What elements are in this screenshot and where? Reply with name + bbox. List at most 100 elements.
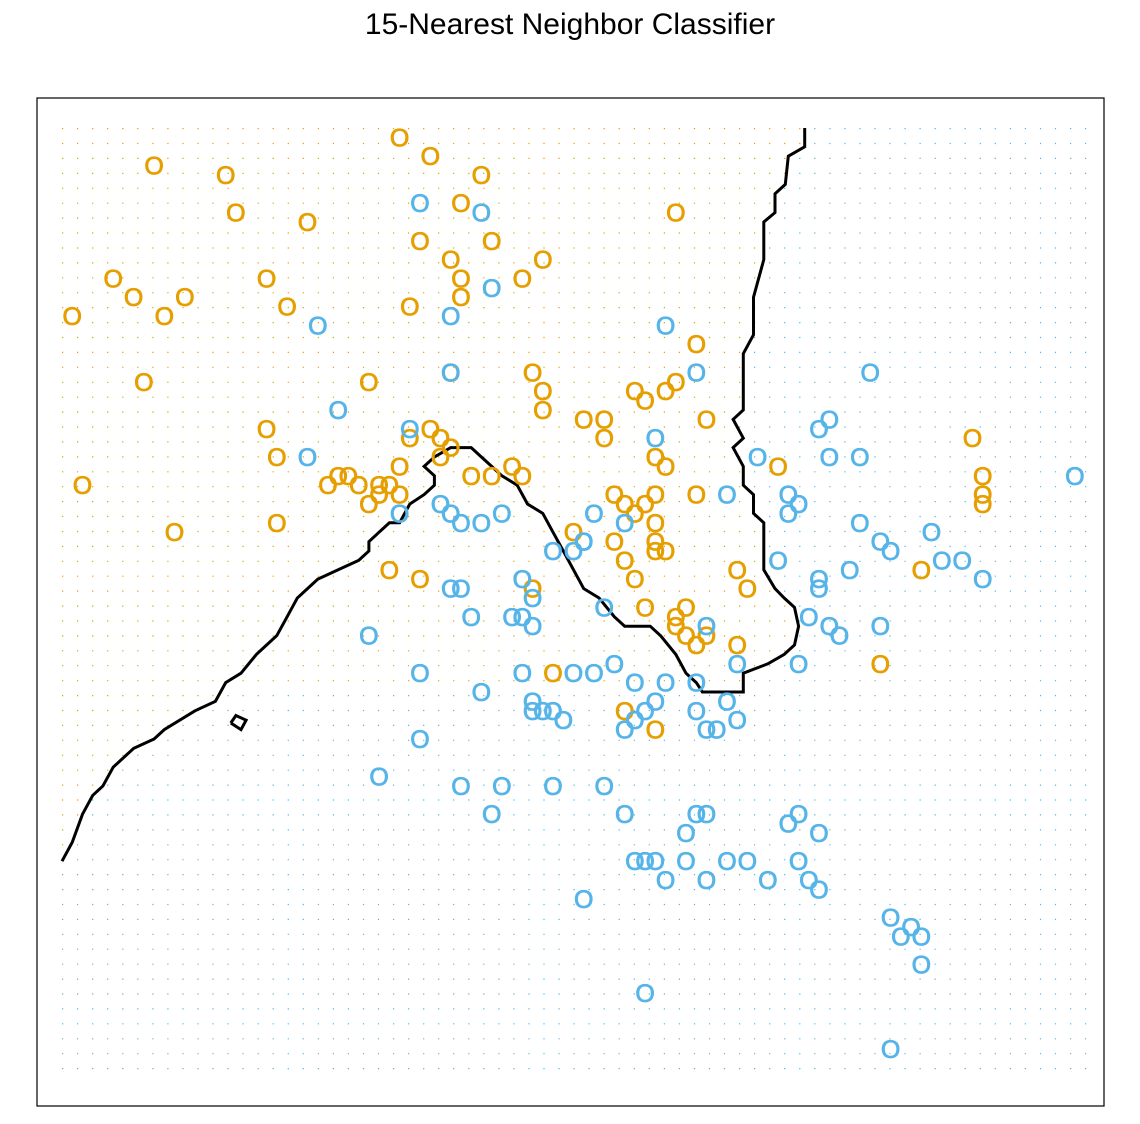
orange-point: O (594, 406, 613, 434)
orange-point: O (615, 491, 634, 519)
blue-point: O (809, 416, 828, 444)
blue-point: O (308, 312, 327, 340)
orange-point: O (533, 397, 552, 425)
blue-point: O (707, 717, 726, 745)
orange-point: O (687, 331, 706, 359)
blue-point: O (656, 867, 675, 895)
orange-point: O (451, 284, 470, 312)
orange-point: O (165, 519, 184, 547)
orange-point: O (339, 463, 358, 491)
orange-point: O (359, 491, 378, 519)
blue-point: O (574, 529, 593, 557)
orange-point: O (431, 444, 450, 472)
orange-point: O (625, 566, 644, 594)
orange-point: O (472, 162, 491, 190)
orange-point: O (625, 500, 644, 528)
blue-point: O (298, 444, 317, 472)
blue-point: O (625, 848, 644, 876)
orange-point: O (410, 566, 429, 594)
orange-point: O (697, 623, 716, 651)
blue-point: O (748, 444, 767, 472)
blue-point: O (635, 848, 654, 876)
background-grid (62, 128, 1087, 1070)
blue-point: O (809, 820, 828, 848)
blue-point: O (451, 576, 470, 604)
orange-point: O (451, 265, 470, 293)
blue-point: O (625, 707, 644, 735)
orange-point: O (482, 228, 501, 256)
blue-point: O (676, 820, 695, 848)
blue-point: O (646, 848, 665, 876)
blue-point: O (400, 416, 419, 444)
blue-point: O (912, 952, 931, 980)
blue-point: O (523, 688, 542, 716)
blue-point: O (871, 529, 890, 557)
blue-point: O (789, 651, 808, 679)
orange-point: O (635, 388, 654, 416)
orange-point: O (502, 453, 521, 481)
orange-point: O (441, 359, 460, 387)
orange-point: O (666, 613, 685, 641)
orange-point: O (615, 547, 634, 575)
orange-point: O (482, 463, 501, 491)
blue-point: O (554, 707, 573, 735)
blue-point: O (779, 811, 798, 839)
blue-point: O (799, 867, 818, 895)
orange-point: O (513, 265, 532, 293)
blue-point: O (543, 773, 562, 801)
orange-point: O (451, 190, 470, 218)
orange-point: O (871, 651, 890, 679)
blue-point: O (850, 510, 869, 538)
orange-point: O (513, 463, 532, 491)
blue-point: O (472, 200, 491, 228)
blue-point: O (574, 886, 593, 914)
orange-point: O (605, 529, 624, 557)
orange-point: O (635, 594, 654, 622)
blue-point: O (482, 275, 501, 303)
orange-point: O (646, 482, 665, 510)
orange-point: O (646, 510, 665, 538)
blue-point: O (973, 566, 992, 594)
blue-point: O (523, 613, 542, 641)
blue-point: O (584, 500, 603, 528)
blue-point: O (687, 698, 706, 726)
blue-point: O (871, 613, 890, 641)
orange-point: O (973, 463, 992, 491)
orange-point: O (666, 200, 685, 228)
blue-point: O (1065, 463, 1084, 491)
blue-point: O (779, 482, 798, 510)
plot-frame (36, 97, 1105, 1107)
blue-point: O (533, 698, 552, 726)
blue-point: O (584, 660, 603, 688)
orange-point: O (390, 453, 409, 481)
orange-point: O (543, 660, 562, 688)
orange-point: O (646, 717, 665, 745)
decision-boundary-group (60, 128, 807, 862)
blue-point: O (738, 848, 757, 876)
orange-point: O (390, 482, 409, 510)
decision-boundary-island (229, 713, 249, 732)
blue-point: O (441, 576, 460, 604)
blue-point: O (881, 538, 900, 566)
blue-point: O (687, 801, 706, 829)
blue-point: O (687, 359, 706, 387)
blue-point: O (717, 848, 736, 876)
blue-point: O (492, 500, 511, 528)
blue-point: O (451, 510, 470, 538)
blue-point: O (717, 482, 736, 510)
orange-point: O (298, 209, 317, 237)
orange-point: O (410, 228, 429, 256)
blue-point: O (328, 397, 347, 425)
orange-point: O (421, 143, 440, 171)
orange-point: O (533, 247, 552, 275)
blue-point: O (574, 529, 593, 557)
orange-point: O (523, 359, 542, 387)
orange-point: O (646, 529, 665, 557)
blue-point: O (472, 679, 491, 707)
blue-point: O (461, 604, 480, 632)
blue-point: O (820, 406, 839, 434)
orange-point: O (973, 482, 992, 510)
orange-point: O (257, 416, 276, 444)
orange-point: O (73, 472, 92, 500)
orange-point: O (318, 472, 337, 500)
